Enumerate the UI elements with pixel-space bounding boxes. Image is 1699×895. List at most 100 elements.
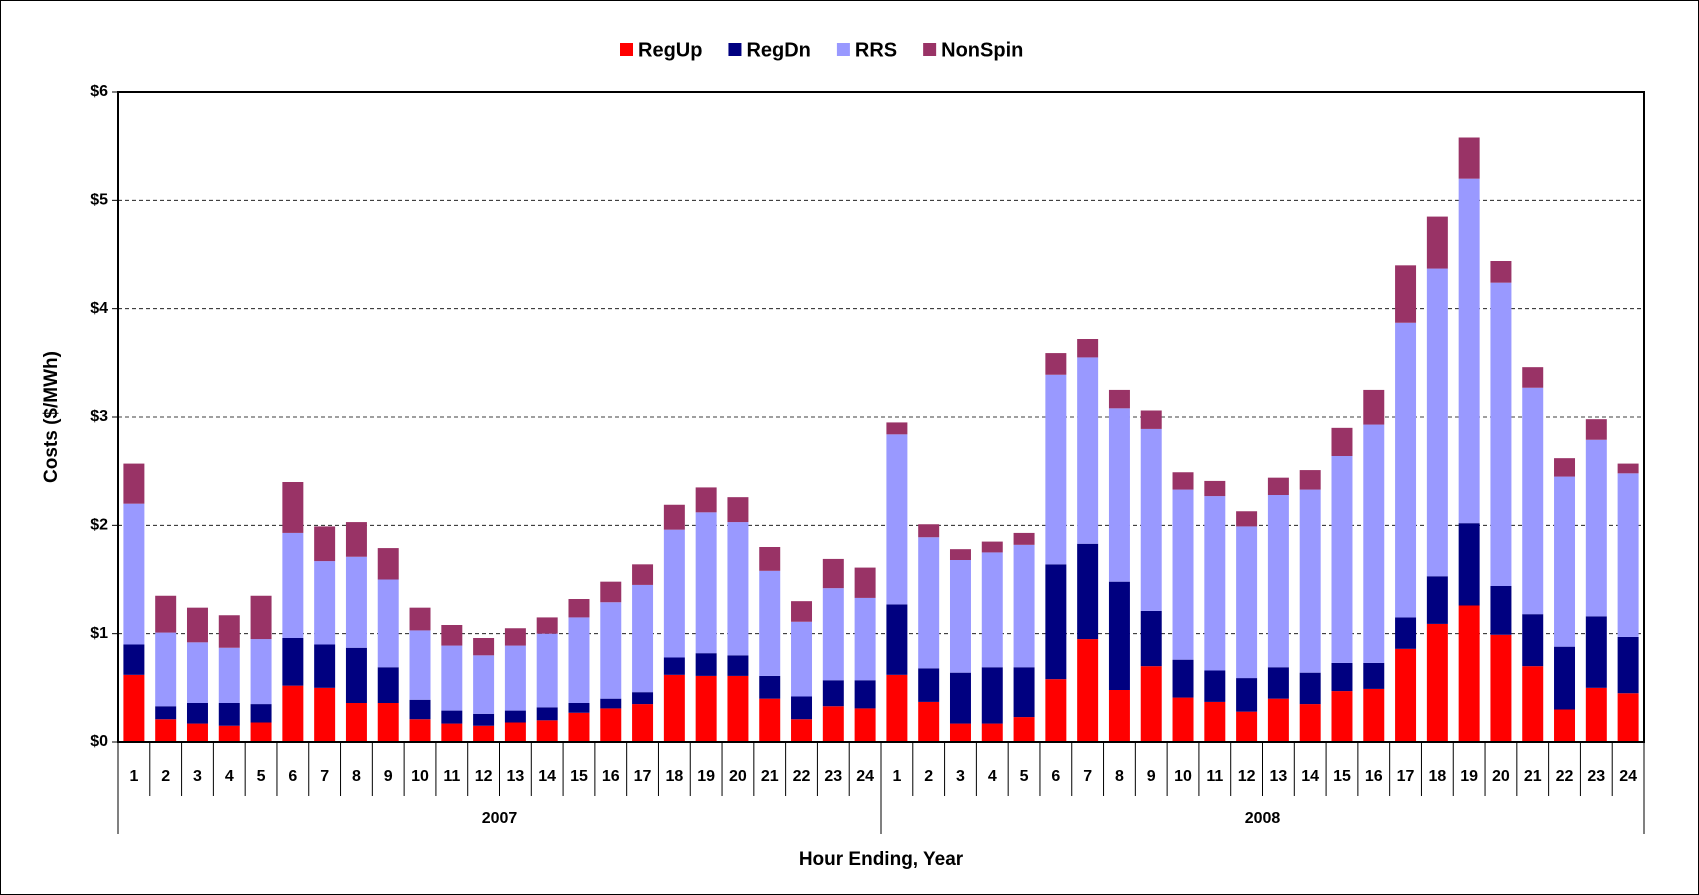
bar-segment — [473, 655, 495, 714]
bar-segment — [377, 667, 399, 703]
bar-segment — [441, 645, 463, 711]
x-tick-label: 1 — [892, 768, 901, 785]
bar-segment — [791, 719, 813, 742]
bar-segment — [1331, 456, 1353, 663]
legend-swatch — [620, 43, 633, 56]
x-tick-label: 1 — [129, 768, 138, 785]
bar-segment — [1299, 489, 1321, 673]
x-tick-label: 17 — [634, 768, 652, 785]
bar-segment — [886, 422, 908, 435]
bar-segment — [1077, 357, 1099, 544]
x-tick-label: 12 — [1238, 768, 1256, 785]
bar-segment — [282, 685, 304, 742]
bar-segment — [1204, 480, 1226, 497]
bar-segment — [600, 602, 622, 699]
bar-segment — [1077, 639, 1099, 742]
x-tick-label: 24 — [1619, 768, 1637, 785]
bar-segment — [1458, 605, 1480, 742]
y-tick-label: $2 — [90, 517, 108, 534]
legend-label: RegDn — [746, 39, 810, 61]
bar-segment — [409, 719, 431, 742]
bar-segment — [1172, 472, 1194, 490]
bar-segment — [727, 497, 749, 523]
bar-segment — [1617, 463, 1639, 474]
bar-segment — [1331, 691, 1353, 742]
bar-segment — [759, 570, 781, 676]
x-tick-label: 9 — [1147, 768, 1156, 785]
plot-border — [117, 91, 1645, 743]
bar-segment — [981, 541, 1003, 553]
x-tick-label: 11 — [1206, 768, 1223, 785]
x-tick-label: 16 — [602, 768, 620, 785]
bar-segment — [1426, 216, 1448, 269]
bar-segment — [1395, 265, 1417, 323]
x-tick-label: 12 — [475, 768, 493, 785]
bar-segment — [1554, 458, 1576, 477]
bar-segment — [377, 579, 399, 668]
bar-segment — [282, 638, 304, 686]
bar-segment — [918, 524, 940, 538]
bar-segment — [155, 706, 177, 720]
bar-segment — [314, 644, 336, 688]
y-tick-label: $3 — [90, 408, 108, 425]
x-tick-label: 22 — [1556, 768, 1574, 785]
x-axis-title: Hour Ending, Year — [799, 849, 964, 870]
bar-segment — [504, 722, 526, 742]
bar-segment — [1013, 667, 1035, 718]
x-tick-label: 21 — [761, 768, 779, 785]
bar-segment — [536, 617, 558, 634]
bar-segment — [1172, 489, 1194, 660]
bar-segment — [1172, 697, 1194, 742]
legend-label: RRS — [855, 39, 897, 61]
bar-segment — [1426, 623, 1448, 742]
bar-segment — [1331, 662, 1353, 692]
bar-segment — [949, 560, 971, 673]
bar-segment — [759, 698, 781, 742]
bar-segment — [854, 597, 876, 681]
legend-swatch — [728, 43, 742, 56]
x-tick-label: 3 — [193, 768, 202, 785]
bar-segment — [663, 529, 685, 658]
x-tick-label: 4 — [988, 768, 997, 785]
x-tick-label: 23 — [824, 768, 842, 785]
bar-segment — [155, 719, 177, 742]
y-tick-label: $5 — [90, 192, 108, 209]
x-tick-label: 21 — [1524, 768, 1542, 785]
bar-segment — [250, 639, 272, 705]
bar-segment — [409, 630, 431, 700]
bar-segment — [918, 668, 940, 702]
x-tick-label: 10 — [411, 768, 429, 785]
x-tick-label: 4 — [225, 768, 234, 785]
bar-segment — [854, 567, 876, 598]
x-tick-label: 14 — [1301, 768, 1319, 785]
bar-segment — [155, 632, 177, 707]
bar-segment — [314, 526, 336, 562]
bar-segment — [727, 522, 749, 656]
bar-segment — [1554, 476, 1576, 647]
x-tick-label: 13 — [1269, 768, 1287, 785]
bar-segment — [1045, 679, 1067, 742]
bar-segment — [1108, 389, 1130, 409]
bar-segment — [1045, 564, 1067, 680]
bar-segment — [1204, 670, 1226, 702]
bar-segment — [822, 706, 844, 742]
bar-segment — [1554, 709, 1576, 742]
x-tick-label: 11 — [443, 768, 460, 785]
bar-segment — [1140, 428, 1162, 611]
bar-segment — [663, 504, 685, 530]
bar-segment — [1267, 495, 1289, 668]
x-tick-label: 2 — [924, 768, 933, 785]
legend-label: NonSpin — [941, 39, 1023, 61]
bar-segment — [186, 703, 208, 724]
x-tick-label: 10 — [1174, 768, 1192, 785]
x-tick-label: 20 — [1492, 768, 1510, 785]
bar-segment — [568, 712, 590, 742]
bar-segment — [441, 723, 463, 742]
group-label: 2008 — [1245, 810, 1281, 827]
legend-swatch — [836, 43, 850, 56]
bar-segment — [314, 687, 336, 742]
bar-segment — [1299, 470, 1321, 490]
bar-segment — [123, 674, 145, 742]
bar-segment — [759, 547, 781, 571]
bar-segment — [1204, 496, 1226, 671]
